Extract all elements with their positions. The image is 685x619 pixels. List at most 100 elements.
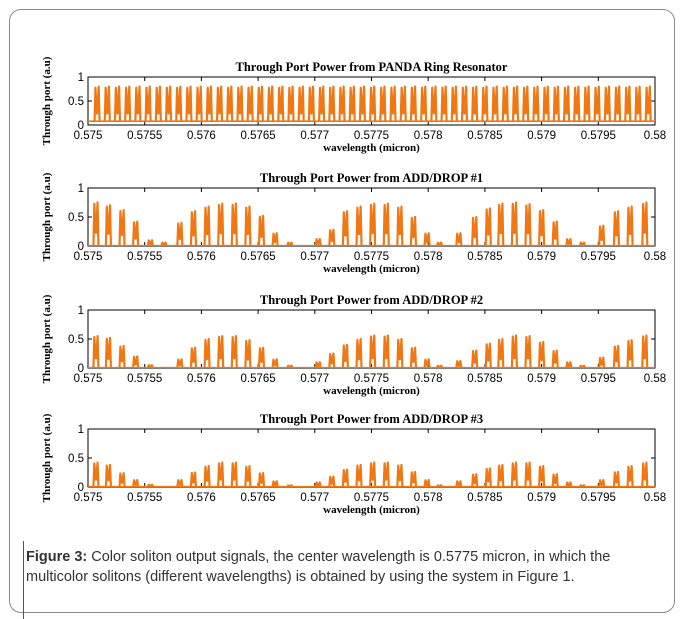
soliton-peak: [399, 85, 407, 122]
y-tick-label: 0.5: [68, 453, 84, 465]
x-axis-label: wavelength (micron): [323, 263, 420, 275]
soliton-peak: [271, 358, 279, 368]
soliton-peak: [144, 85, 152, 122]
x-tick-label: 0.5755: [127, 492, 162, 504]
soliton-peak: [641, 334, 649, 368]
x-tick-label: 0.579: [527, 251, 556, 263]
soliton-peak: [420, 85, 428, 122]
soliton-peak: [132, 478, 140, 487]
x-tick-label: 0.579: [527, 492, 556, 504]
soliton-peak: [154, 85, 162, 122]
soliton-peak: [551, 220, 559, 246]
soliton-peak: [307, 85, 315, 122]
x-tick-label: 0.576: [187, 373, 216, 385]
soliton-peak: [230, 202, 238, 246]
soliton-peak: [497, 463, 505, 487]
soliton-peak: [271, 480, 279, 487]
soliton-peak: [612, 470, 621, 487]
soliton-peak: [551, 473, 559, 487]
soliton-peak: [314, 237, 322, 246]
y-tick-label: 1: [78, 305, 84, 317]
x-axis-label: wavelength (micron): [323, 385, 420, 397]
soliton-peak: [626, 465, 634, 487]
soliton-peak: [230, 335, 238, 368]
y-tick-label: 0: [78, 482, 84, 494]
x-tick-label: 0.5795: [581, 373, 616, 385]
x-tick-label: 0.575: [74, 492, 103, 504]
y-axis-label: Through port (a.u): [41, 413, 53, 502]
soliton-peak: [542, 85, 550, 122]
panel-add-drop-2: 0.575 0.5755 0.576 0.5765 0.577 0.5775 0.578 0.…: [41, 293, 666, 397]
soliton-peak: [93, 85, 101, 122]
soliton-peak: [613, 85, 622, 122]
soliton-peak: [641, 461, 649, 487]
y-tick-label: 0.5: [68, 96, 84, 108]
soliton-peak: [455, 359, 463, 368]
soliton-peak: [341, 343, 350, 368]
soliton-peak: [612, 344, 621, 368]
y-tick-label: 0: [78, 363, 84, 375]
soliton-peak: [297, 85, 305, 122]
x-tick-label: 0.5765: [241, 251, 276, 263]
soliton-peak: [578, 364, 586, 368]
soliton-peak: [358, 85, 367, 122]
soliton-peak: [501, 85, 509, 122]
soliton-peak: [341, 468, 350, 487]
x-tick-label: 0.577: [300, 492, 329, 504]
soliton-peak: [565, 361, 573, 368]
soliton-peak: [355, 205, 363, 246]
x-tick-label: 0.5775: [354, 251, 389, 263]
soliton-peak: [641, 201, 649, 246]
series-trace: [88, 334, 655, 368]
x-tick-label: 0.578: [414, 251, 443, 263]
soliton-peak: [164, 85, 173, 122]
soliton-peak: [124, 85, 132, 122]
soliton-peak: [195, 85, 203, 122]
soliton-peak: [522, 85, 530, 122]
soliton-peak: [286, 364, 294, 368]
x-tick-label: 0.5775: [354, 373, 389, 385]
soliton-peak: [318, 85, 326, 122]
soliton-peak: [409, 470, 418, 487]
soliton-peak: [203, 205, 211, 246]
soliton-peak: [132, 220, 140, 246]
x-axis-label: wavelength (micron): [323, 504, 420, 516]
soliton-peak: [348, 85, 356, 122]
soliton-peak: [328, 352, 336, 368]
soliton-peak: [176, 478, 184, 487]
x-tick-label: 0.5755: [127, 130, 162, 142]
soliton-peak: [118, 344, 126, 368]
soliton-peak: [382, 461, 390, 487]
caption-label: Figure 3:: [26, 549, 88, 565]
x-tick-label: 0.5785: [467, 251, 502, 263]
soliton-peak: [104, 204, 113, 246]
x-tick-label: 0.579: [527, 373, 556, 385]
soliton-peak: [146, 483, 154, 487]
soliton-peak: [423, 232, 431, 246]
soliton-peak: [497, 337, 505, 368]
soliton-peak: [118, 208, 126, 246]
soliton-peak: [369, 202, 377, 246]
soliton-peak: [132, 355, 140, 368]
soliton-peak: [624, 85, 632, 122]
soliton-peak: [573, 85, 581, 122]
x-tick-label: 0.576: [187, 492, 216, 504]
soliton-peak: [578, 241, 586, 246]
soliton-peak: [455, 480, 463, 487]
x-tick-label: 0.579: [527, 130, 556, 142]
soliton-peak: [382, 334, 390, 368]
x-tick-label: 0.576: [187, 130, 216, 142]
panel-add-drop-1: 0.575 0.5755 0.576 0.5765 0.577 0.5775 0.578 0.…: [41, 171, 666, 275]
soliton-peak: [314, 361, 322, 368]
soliton-peak: [277, 85, 285, 122]
soliton-peak: [440, 85, 448, 122]
x-tick-label: 0.5775: [354, 130, 389, 142]
soliton-peak: [244, 465, 252, 487]
soliton-peak: [484, 467, 492, 487]
soliton-peak: [382, 202, 390, 246]
x-tick-label: 0.578: [414, 492, 443, 504]
series-trace: [88, 201, 655, 246]
soliton-peak: [134, 85, 142, 122]
soliton-peak: [634, 85, 642, 122]
y-tick-label: 0.5: [68, 334, 84, 346]
